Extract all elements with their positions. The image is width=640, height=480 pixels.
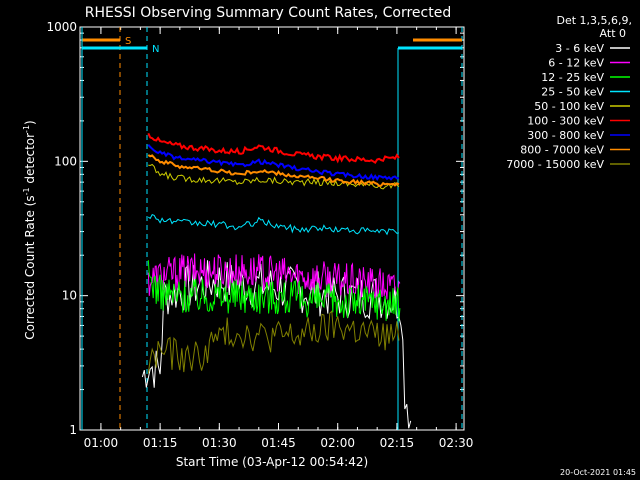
x-tick-label: 01:00: [84, 436, 119, 450]
plot-frame: [79, 26, 465, 431]
series-lines: [141, 132, 412, 429]
footer-timestamp: 20-Oct-2021 01:45: [560, 468, 636, 477]
legend-label: 6 - 12 keV: [548, 57, 604, 70]
legend-label: 25 - 50 keV: [541, 86, 604, 99]
y-tick-label: 10: [62, 289, 77, 303]
y-tick-label: 1000: [46, 20, 77, 34]
x-tick-label: 02:30: [439, 436, 474, 450]
legend-label: 800 - 7000 keV: [520, 144, 604, 157]
series-line: [141, 260, 412, 429]
night-marker-label: N: [152, 44, 159, 55]
x-tick-label: 01:15: [143, 436, 178, 450]
saa-marker-label: S: [125, 36, 131, 47]
legend-header-line-1: Det 1,3,5,6,9,: [556, 14, 632, 27]
legend-header-line-2: Att 0: [600, 27, 626, 40]
x-tick-label: 02:15: [380, 436, 415, 450]
plot-axes: 01:00 01:15 01:30 01:45 02:00 02:15 02:30 1 10 10…: [46, 20, 473, 450]
series-line: [147, 260, 401, 322]
instrument-markers: SN: [81, 27, 463, 430]
x-tick-label: 01:30: [202, 436, 237, 450]
series-line: [148, 163, 400, 190]
legend-label: 7000 - 15000 keV: [506, 158, 604, 171]
x-tick-label: 02:00: [320, 436, 355, 450]
x-tick-label: 01:45: [261, 436, 296, 450]
series-line: [147, 144, 400, 182]
y-axis-label: Corrected Count Rate (s-1 detector-1): [22, 120, 37, 339]
legend-label: 12 - 25 keV: [541, 71, 604, 84]
chart-title: RHESSI Observing Summary Count Rates, Co…: [85, 5, 451, 21]
series-line: [147, 132, 400, 164]
legend-label: 100 - 300 keV: [527, 115, 604, 128]
y-tick-label: 1: [69, 423, 77, 437]
legend-label: 300 - 800 keV: [527, 129, 604, 142]
series-line: [147, 154, 400, 187]
legend-label: 3 - 6 keV: [555, 42, 604, 55]
series-line: [148, 213, 400, 236]
x-axis-label: Start Time (03-Apr-12 00:54:42): [176, 455, 368, 469]
series-line: [147, 310, 400, 374]
series-line: [147, 253, 401, 300]
legend: Det 1,3,5,6,9,Att 0 3 - 6 keV 6 - 12 keV12…: [506, 14, 632, 171]
legend-label: 50 - 100 keV: [534, 100, 604, 113]
y-tick-label: 100: [54, 154, 77, 168]
